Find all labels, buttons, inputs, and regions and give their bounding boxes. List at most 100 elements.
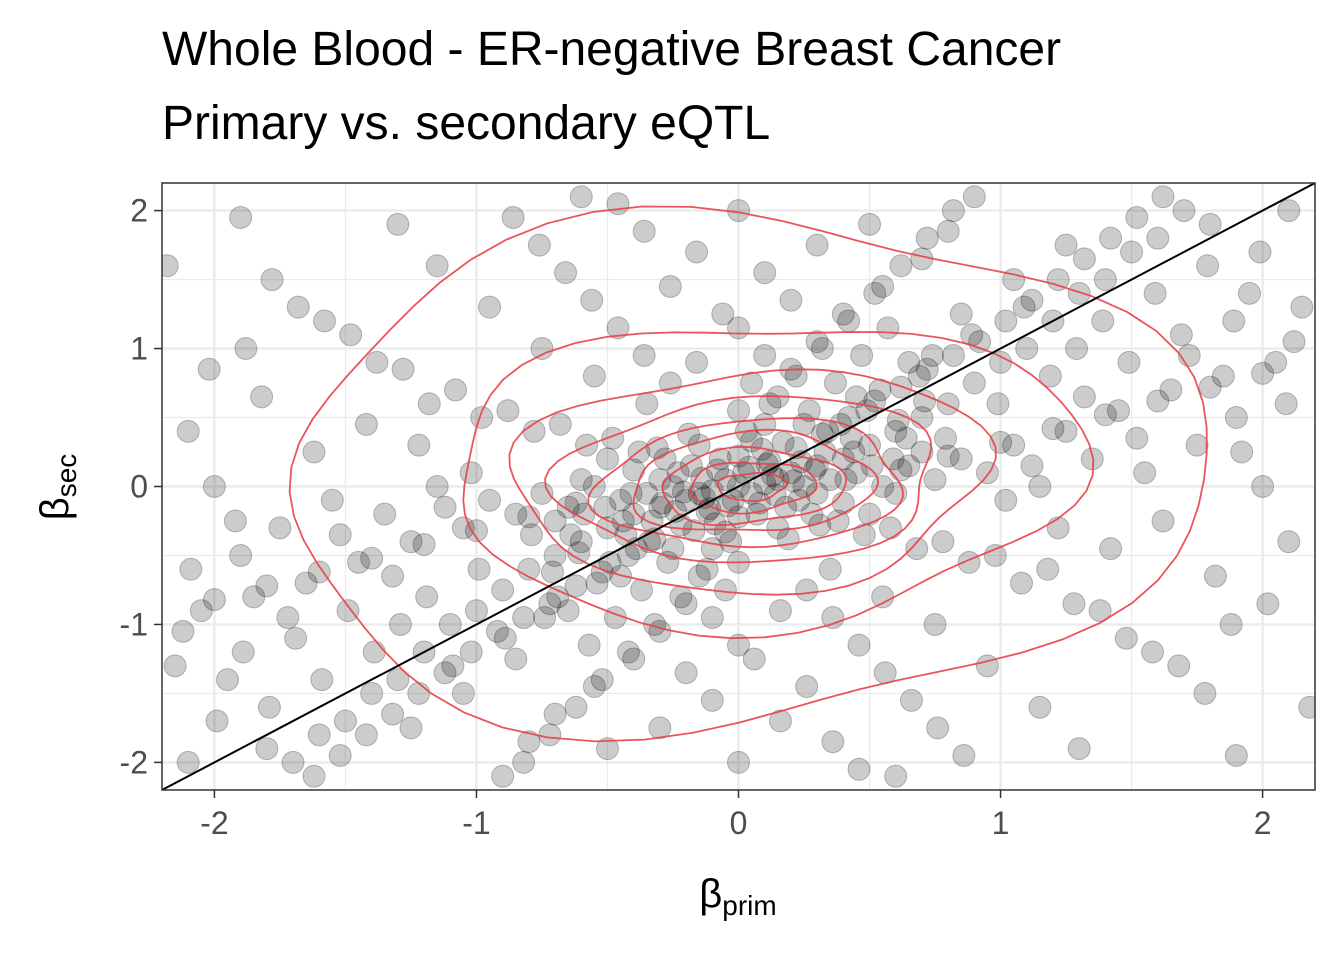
scatter-point bbox=[805, 454, 829, 478]
scatter-point bbox=[438, 612, 462, 636]
scatter-point bbox=[441, 654, 465, 678]
scatter-point bbox=[805, 330, 829, 354]
scatter-point bbox=[768, 599, 792, 623]
scatter-point bbox=[1203, 564, 1227, 588]
scatter-point bbox=[831, 491, 855, 515]
scatter-point bbox=[386, 668, 410, 692]
scatter-point bbox=[852, 523, 876, 547]
scatter-point bbox=[493, 626, 517, 650]
scatter-point bbox=[302, 440, 326, 464]
scatter-point bbox=[1198, 375, 1222, 399]
scatter-point bbox=[850, 343, 874, 367]
scatter-point bbox=[255, 737, 279, 761]
density-contours bbox=[288, 205, 1208, 743]
scatter-point bbox=[949, 447, 973, 471]
scatter-point bbox=[884, 764, 908, 788]
scatter-point bbox=[1065, 337, 1089, 361]
scatter-point bbox=[648, 468, 672, 492]
scatter-point bbox=[512, 750, 536, 774]
scatter-point bbox=[1277, 199, 1301, 223]
y-tick-label: 0 bbox=[130, 469, 148, 505]
scatter-point bbox=[713, 520, 737, 544]
scatter-point bbox=[669, 585, 693, 609]
scatter-point bbox=[569, 468, 593, 492]
scatter-point bbox=[548, 412, 572, 436]
scatter-point bbox=[740, 481, 764, 505]
scatter-point bbox=[189, 599, 213, 623]
scatter-point bbox=[464, 519, 488, 543]
scatter-point bbox=[808, 513, 832, 537]
scatter-point bbox=[260, 268, 284, 292]
scatter-point bbox=[837, 309, 861, 333]
scatter-point bbox=[889, 254, 913, 278]
scatter-point bbox=[202, 588, 226, 612]
scatter-point bbox=[952, 744, 976, 768]
scatter-point bbox=[1093, 403, 1117, 427]
scatter-point bbox=[711, 302, 735, 326]
scatter-point bbox=[1072, 247, 1096, 271]
scatter-point bbox=[176, 750, 200, 774]
scatter-point bbox=[590, 668, 614, 692]
scatter-point bbox=[742, 647, 766, 671]
scatter-point bbox=[747, 491, 771, 515]
scatter-point bbox=[176, 419, 200, 443]
scatter-point bbox=[564, 574, 588, 598]
scatter-point bbox=[648, 495, 672, 519]
y-tick-label: 2 bbox=[130, 193, 148, 229]
scatter-point bbox=[776, 527, 800, 551]
scatter-point bbox=[328, 744, 352, 768]
scatter-point bbox=[1046, 268, 1070, 292]
y-tick-label: 1 bbox=[130, 331, 148, 367]
scatter-point bbox=[519, 523, 543, 547]
scatter-point bbox=[242, 585, 266, 609]
x-tick-label: 0 bbox=[730, 805, 748, 841]
scatter-point bbox=[595, 737, 619, 761]
scatter-point bbox=[250, 385, 274, 409]
scatter-point bbox=[284, 626, 308, 650]
scatter-point bbox=[585, 571, 609, 595]
scatter-point bbox=[1282, 330, 1306, 354]
scatter-point bbox=[1067, 281, 1091, 305]
scatter-point bbox=[926, 716, 950, 740]
scatter-point bbox=[381, 564, 405, 588]
scatter-point bbox=[360, 681, 384, 705]
scatter-point bbox=[1151, 509, 1175, 533]
scatter-point bbox=[1151, 185, 1175, 209]
scatter-point bbox=[354, 723, 378, 747]
scatter-point bbox=[554, 261, 578, 285]
scatter-point bbox=[1020, 288, 1044, 312]
scatter-point bbox=[1028, 475, 1052, 498]
scatter-point bbox=[685, 240, 709, 264]
scatter-point bbox=[881, 447, 905, 471]
scatter-point bbox=[915, 357, 939, 381]
scatter-point bbox=[1198, 212, 1222, 236]
reference-line bbox=[162, 183, 1315, 790]
scatter-point bbox=[740, 371, 764, 395]
scatter-point bbox=[700, 606, 724, 630]
scatter-point bbox=[771, 430, 795, 454]
scatter-point bbox=[823, 371, 847, 395]
x-axis: -2 -1 0 1 2 bbox=[200, 790, 1271, 841]
scatter-point bbox=[795, 578, 819, 602]
scatter-point bbox=[412, 532, 436, 556]
scatter-point bbox=[501, 205, 525, 229]
scatter-point bbox=[1117, 350, 1141, 374]
scatter-point bbox=[595, 447, 619, 471]
scatter-point bbox=[1256, 592, 1280, 616]
scatter-point bbox=[580, 288, 604, 312]
scatter-point bbox=[784, 364, 808, 388]
y-axis-title: βsec bbox=[33, 454, 82, 521]
scatter-point bbox=[1002, 268, 1026, 292]
density-contour bbox=[661, 445, 848, 526]
scatter-point bbox=[362, 640, 386, 664]
scatter-point bbox=[685, 350, 709, 374]
scatter-point bbox=[1159, 378, 1183, 402]
scatter-point bbox=[1054, 419, 1078, 443]
scatter-point bbox=[1028, 695, 1052, 719]
scatter-point bbox=[559, 523, 583, 547]
scatter-point bbox=[347, 550, 371, 574]
scatter-point bbox=[1167, 654, 1191, 678]
scatter-point bbox=[530, 481, 554, 505]
scatter-point bbox=[1211, 364, 1235, 388]
scatter-point bbox=[994, 309, 1018, 333]
